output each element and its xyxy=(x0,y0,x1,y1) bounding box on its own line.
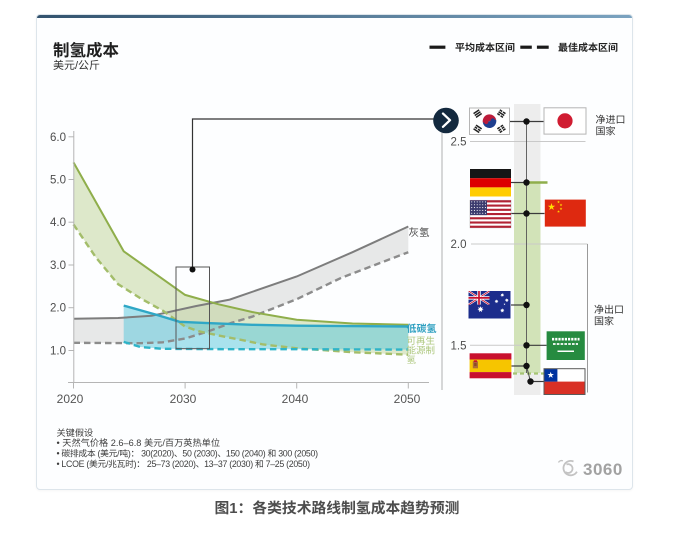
svg-text:氢: 氢 xyxy=(407,354,417,366)
svg-text:2.5: 2.5 xyxy=(451,137,467,149)
svg-text:国家: 国家 xyxy=(594,316,614,328)
svg-text:可再生: 可再生 xyxy=(407,336,436,347)
svg-text:2.0: 2.0 xyxy=(451,239,467,251)
svg-text:国家: 国家 xyxy=(596,126,616,138)
svg-text:• 天然气价格 2.6–6.8 美元/百万英热单位: • 天然气价格 2.6–6.8 美元/百万英热单位 xyxy=(57,438,221,448)
svg-text:1.5: 1.5 xyxy=(451,340,467,352)
svg-text:平均成本区间: 平均成本区间 xyxy=(455,39,515,54)
svg-text:2.0: 2.0 xyxy=(50,303,66,315)
svg-text:5.0: 5.0 xyxy=(50,175,66,187)
svg-text:3060: 3060 xyxy=(583,460,623,479)
svg-text:6.0: 6.0 xyxy=(50,132,66,144)
svg-text:净出口: 净出口 xyxy=(594,304,624,316)
svg-text:净进口: 净进口 xyxy=(596,114,626,126)
svg-text:2040: 2040 xyxy=(282,392,309,406)
svg-text:灰氢: 灰氢 xyxy=(409,225,430,240)
svg-text:图1：各类技术路线制氢成本趋势预测: 图1：各类技术路线制氢成本趋势预测 xyxy=(215,497,460,518)
svg-text:能源制: 能源制 xyxy=(407,346,436,357)
svg-text:最佳成本区间: 最佳成本区间 xyxy=(558,39,618,54)
svg-text:4.0: 4.0 xyxy=(50,217,66,229)
svg-text:美元/公斤: 美元/公斤 xyxy=(53,57,100,73)
svg-text:制氢成本: 制氢成本 xyxy=(53,37,120,61)
svg-text:3.0: 3.0 xyxy=(50,260,66,272)
svg-text:• 碳排成本 (美元/吨)： 30(2020)、50 (20: • 碳排成本 (美元/吨)： 30(2020)、50 (2030)、150 (2… xyxy=(57,448,319,458)
svg-text:低碳氢: 低碳氢 xyxy=(407,320,437,335)
svg-text:1.0: 1.0 xyxy=(50,346,66,358)
svg-text:2030: 2030 xyxy=(170,392,197,406)
svg-text:• LCOE (美元/兆瓦时)： 25–73 (2020)、: • LCOE (美元/兆瓦时)： 25–73 (2020)、13–37 (203… xyxy=(57,459,311,469)
svg-text:2020: 2020 xyxy=(57,392,84,406)
svg-text:关键假设: 关键假设 xyxy=(57,428,94,438)
svg-text:2050: 2050 xyxy=(394,392,421,406)
